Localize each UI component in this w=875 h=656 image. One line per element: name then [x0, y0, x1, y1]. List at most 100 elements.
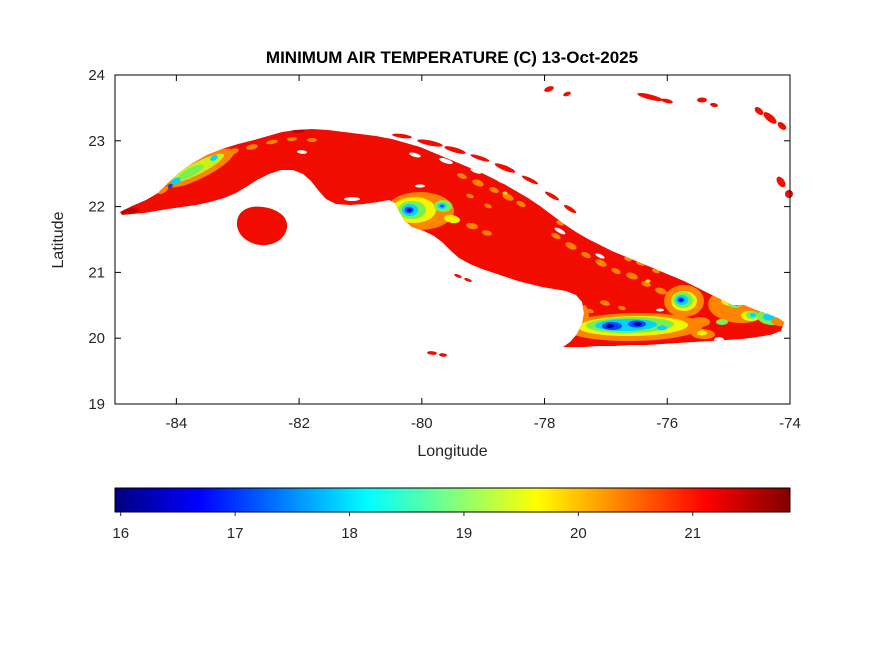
temperature-patch: [551, 232, 561, 240]
islet: [777, 122, 787, 130]
y-tick-label: 19: [88, 396, 105, 413]
islet: [470, 154, 490, 162]
plot-area: -84 -82 -80 -78 -76 -74 19 20 21 22 23 24 Longitud…: [50, 67, 801, 460]
temperature-patch: [697, 330, 707, 336]
islet: [494, 163, 516, 173]
temperature-patch: [466, 222, 478, 230]
islet: [697, 97, 707, 103]
colorbar-tick-label: 19: [456, 525, 473, 542]
temperature-patch: [516, 200, 526, 208]
temperature-patch: [611, 267, 621, 275]
colorbar-tick-label: 16: [112, 525, 129, 542]
temperature-patch: [470, 168, 482, 174]
land-layer: [120, 86, 793, 357]
temperature-patch: [406, 208, 412, 212]
x-tick-label: -74: [779, 415, 801, 432]
temperature-patch: [225, 148, 239, 156]
x-axis-label: Longitude: [417, 443, 487, 460]
temperature-patch: [655, 287, 667, 295]
axes-box: [114, 74, 791, 405]
temperature-patch: [297, 150, 307, 154]
temperature-patch: [750, 313, 756, 317]
temperature-patch-layer: [121, 129, 784, 343]
islet: [444, 146, 466, 154]
colorbar-ticks: 16 17 18 19 20 21: [112, 512, 701, 542]
islet: [754, 107, 764, 115]
y-axis: 19 20 21 22 23 24: [88, 67, 790, 413]
temperature-patch: [307, 138, 317, 142]
temperature-patch: [489, 187, 499, 193]
temperature-patch: [641, 281, 651, 287]
x-tick-label: -80: [411, 415, 433, 432]
temperature-patch: [444, 214, 460, 224]
plot-title: MINIMUM AIR TEMPERATURE (C) 13-Oct-2025: [266, 48, 638, 67]
temperature-patch: [595, 253, 605, 259]
islet: [710, 102, 718, 108]
x-tick-label: -82: [288, 415, 310, 432]
temperature-patch: [554, 227, 566, 235]
colorbar-tick-label: 18: [341, 525, 358, 542]
colorbar-tick-label: 21: [684, 525, 701, 542]
temperature-patch: [287, 136, 297, 142]
islet: [785, 190, 793, 198]
temperature-patch: [178, 164, 204, 180]
temperature-patch: [502, 193, 514, 201]
x-axis: -84 -82 -80 -78 -76 -74: [166, 75, 801, 432]
isla-de-la-juventud: [236, 206, 288, 246]
temperature-patch: [157, 185, 169, 195]
cuba-landmass: [120, 129, 784, 347]
islet: [417, 139, 443, 147]
colorbar-tick-label: 17: [227, 525, 244, 542]
temperature-patch: [457, 173, 467, 179]
temperature-patch: [626, 272, 638, 280]
temperature-patch: [606, 324, 614, 328]
islet: [545, 191, 559, 201]
temperature-patch: [409, 152, 421, 158]
temperature-patch: [171, 177, 181, 185]
temperature-patch: [581, 251, 591, 259]
y-axis-label: Latitude: [50, 211, 67, 268]
temperature-patch: [210, 155, 218, 161]
colorbar-tick-label: 20: [570, 525, 587, 542]
x-tick-label: -78: [534, 415, 556, 432]
islet: [544, 86, 554, 92]
y-tick-label: 20: [88, 330, 105, 347]
y-tick-label: 24: [88, 67, 105, 84]
islet: [392, 133, 412, 139]
temperature-patch: [565, 242, 577, 250]
y-tick-label: 22: [88, 199, 105, 216]
islet: [464, 278, 472, 282]
temperature-patch: [690, 317, 710, 327]
islet: [763, 112, 777, 124]
temperature-patch: [618, 305, 626, 311]
x-tick-label: -84: [166, 415, 188, 432]
temperature-patch: [657, 325, 667, 331]
temperature-patch: [466, 193, 474, 199]
islet: [427, 351, 437, 355]
temperature-patch: [344, 197, 360, 201]
colorbar: 16 17 18 19 20 21: [112, 487, 791, 542]
temperature-patch: [656, 308, 664, 312]
temperature-patch: [415, 184, 425, 188]
temperature-patch: [502, 191, 508, 195]
islet: [439, 353, 447, 357]
islet: [776, 176, 786, 188]
temperature-patch: [645, 279, 651, 283]
islet: [637, 93, 663, 101]
temperature-patch: [266, 139, 278, 145]
islet: [454, 274, 462, 278]
y-tick-label: 21: [88, 264, 105, 281]
temperature-patch: [482, 230, 492, 236]
colorbar-gradient: [114, 487, 791, 513]
temperature-patch: [472, 179, 484, 187]
temperature-patch: [440, 204, 444, 208]
temperature-patch: [167, 183, 173, 189]
islet: [521, 175, 539, 185]
temperature-patch: [679, 298, 683, 302]
islet: [563, 91, 571, 97]
temperature-patch: [246, 144, 258, 150]
temperature-patch: [121, 207, 139, 215]
islet: [661, 98, 673, 104]
